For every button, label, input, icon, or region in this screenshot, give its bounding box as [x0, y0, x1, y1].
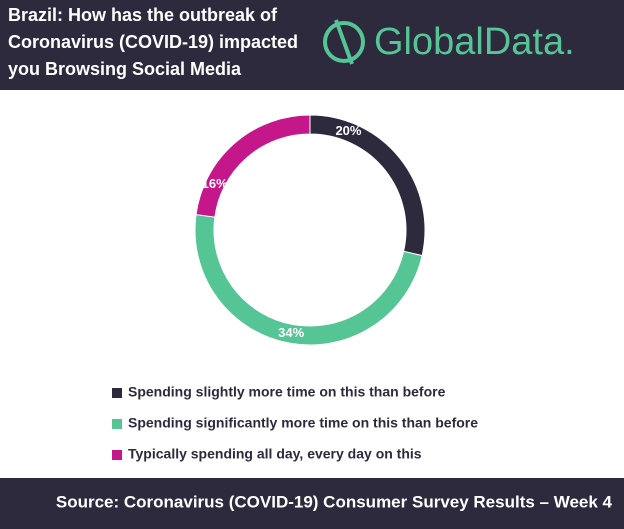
chart-title: you Browsing Social Media — [8, 59, 242, 79]
logo-icon — [323, 19, 365, 65]
chart-title: Coronavirus (COVID-19) impacted — [8, 32, 298, 52]
donut-segment — [309, 114, 426, 257]
donut-segment — [194, 214, 423, 346]
legend-swatch — [112, 419, 122, 429]
footer-band — [0, 478, 624, 529]
legend-swatch — [112, 450, 122, 460]
legend-label: Typically spending all day, every day on… — [128, 446, 422, 462]
donut-segment — [195, 114, 311, 218]
header-band — [0, 0, 624, 90]
data-label: 20% — [335, 123, 361, 138]
data-label: 16% — [202, 176, 228, 191]
logo-text: GlobalData. — [374, 21, 575, 63]
data-label: 34% — [278, 325, 304, 340]
legend-label: Spending significantly more time on this… — [128, 415, 478, 431]
legend-swatch — [112, 388, 122, 398]
legend-label: Spending slightly more time on this than… — [128, 384, 446, 400]
chart-title: Brazil: How has the outbreak of — [8, 5, 278, 25]
source-text: Source: Coronavirus (COVID-19) Consumer … — [56, 492, 613, 511]
